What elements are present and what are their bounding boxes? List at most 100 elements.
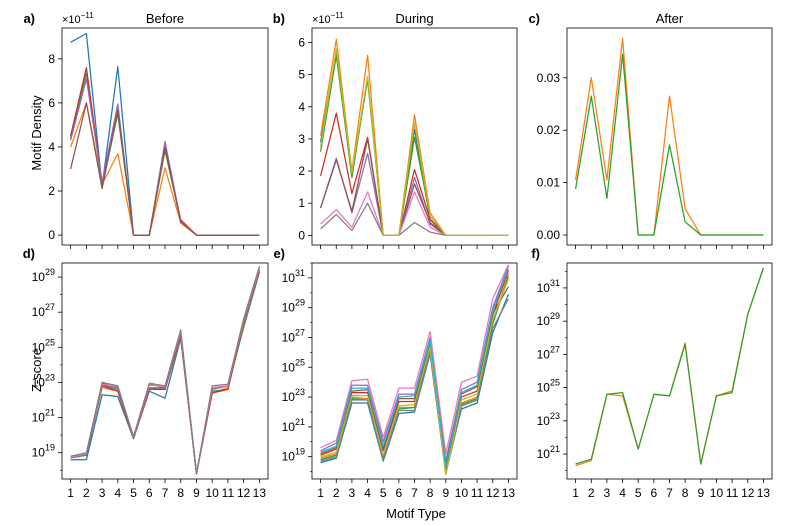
y-axis-title-top: Motif Density — [29, 95, 44, 171]
y-tick-label: 1021 — [537, 444, 560, 461]
x-tick-label: 5 — [130, 486, 137, 500]
x-tick-label: 13 — [502, 486, 516, 500]
x-tick-label: 8 — [177, 486, 184, 500]
series-line-9 — [320, 279, 509, 476]
y-tick-label: 1029 — [537, 311, 560, 328]
y-tick-label: 2 — [298, 164, 305, 178]
x-axis-title: Motif Type — [386, 506, 446, 521]
x-tick-label: 1 — [572, 486, 579, 500]
series-line-8 — [70, 266, 260, 475]
x-tick-label: 4 — [114, 486, 121, 500]
series-group — [69, 32, 260, 236]
x-tick-label: 2 — [588, 486, 595, 500]
x-tick-label: 3 — [349, 486, 356, 500]
series-group — [70, 266, 261, 475]
y-tick-label: 1 — [298, 196, 305, 210]
series-line-1 — [320, 294, 509, 474]
panel-letter: e) — [273, 246, 285, 261]
x-tick-label: 7 — [666, 486, 673, 500]
y-tick-label: 1029 — [32, 267, 55, 284]
x-tick-label: 12 — [741, 486, 755, 500]
panel-title: After — [656, 11, 684, 26]
x-tick-label: 13 — [757, 486, 771, 500]
y-tick-label: 1019 — [282, 447, 305, 464]
y-tick-label: 4 — [298, 100, 305, 114]
y-tick-label: 1021 — [32, 408, 55, 425]
y-tick-label: 1027 — [537, 344, 560, 361]
y-tick-label: 0 — [48, 228, 55, 242]
panel-2: 0 1 2 3 4 5 6 b) During ×10−11 — [273, 11, 518, 249]
y-tick-label: 4 — [48, 140, 55, 154]
x-tick-label: 2 — [333, 486, 340, 500]
y-axis-title-bottom: Z-score — [29, 348, 44, 392]
x-tick-label: 7 — [411, 486, 418, 500]
panel-letter: f) — [531, 246, 540, 261]
y-tick-label: 2 — [48, 184, 55, 198]
x-tick-label: 6 — [396, 486, 403, 500]
x-tick-label: 5 — [635, 486, 642, 500]
x-tick-label: 5 — [380, 486, 387, 500]
y-tick-label: 0 — [298, 228, 305, 242]
series-group — [320, 264, 509, 476]
x-tick-label: 10 — [710, 486, 724, 500]
panel-3: 0.00 0.01 0.02 0.03 c) After — [528, 11, 773, 249]
y-tick-label: 1027 — [282, 327, 305, 344]
y-tick-label: 1023 — [32, 372, 55, 389]
y-tick-label: 6 — [298, 35, 305, 49]
x-tick-label: 1 — [317, 486, 324, 500]
x-tick-label: 9 — [697, 486, 704, 500]
series-line-10 — [320, 268, 509, 468]
series-group — [575, 267, 764, 467]
y-tick-label: 0.03 — [537, 71, 561, 85]
x-tick-label: 11 — [222, 486, 235, 500]
series-group — [574, 37, 764, 236]
y-tick-label: 3 — [298, 132, 305, 146]
x-tick-label: 8 — [682, 486, 689, 500]
series-line-6 — [69, 102, 260, 236]
panel-letter: d) — [23, 246, 35, 261]
x-tick-label: 6 — [146, 486, 153, 500]
x-tick-label: 10 — [205, 486, 219, 500]
y-tick-label: 1019 — [32, 443, 55, 460]
x-tick-label: 13 — [253, 486, 267, 500]
x-tick-label: 4 — [619, 486, 626, 500]
panel-letter: b) — [273, 11, 285, 26]
y-tick-label: 1023 — [282, 387, 305, 404]
y-tick-label: 8 — [48, 52, 55, 66]
x-tick-label: 6 — [651, 486, 658, 500]
panel-letter: a) — [23, 11, 35, 26]
y-tick-label: 1025 — [282, 357, 305, 374]
x-tick-label: 2 — [83, 486, 90, 500]
panel-4: 1 2 3 4 5 6 7 8 9 10 11 12 1310191021102310251027102… — [23, 246, 269, 500]
y-tick-label: 0.01 — [537, 176, 561, 190]
y-tick-label: 0.02 — [537, 123, 561, 137]
panel-6: 1 2 3 4 5 6 7 8 9 10 11 12 1310211023102510271029103… — [531, 246, 773, 500]
y-tick-label: 6 — [48, 96, 55, 110]
series-line-2 — [575, 267, 764, 465]
y-tick-label: 1031 — [537, 278, 560, 295]
x-tick-label: 12 — [237, 486, 251, 500]
y-tick-label: 1023 — [537, 411, 560, 428]
y-tick-label: 1029 — [282, 298, 305, 315]
series-line-6 — [320, 286, 509, 465]
panel-title: Before — [146, 11, 184, 26]
x-tick-label: 9 — [193, 486, 200, 500]
y-tick-label: 1031 — [282, 268, 305, 285]
x-tick-label: 11 — [471, 486, 484, 500]
series-line-8 — [320, 298, 509, 476]
series-line-2 — [574, 53, 764, 236]
x-tick-label: 11 — [726, 486, 739, 500]
panel-letter: c) — [528, 11, 540, 26]
panel-title: During — [395, 11, 433, 26]
offset-text: ×10−11 — [62, 11, 94, 26]
x-tick-label: 8 — [427, 486, 434, 500]
offset-text: ×10−11 — [312, 11, 344, 26]
x-tick-label: 4 — [364, 486, 371, 500]
series-line-9 — [319, 48, 509, 237]
x-tick-label: 12 — [486, 486, 500, 500]
y-tick-label: 5 — [298, 68, 305, 82]
y-tick-label: 1027 — [32, 302, 55, 319]
y-tick-label: 1021 — [282, 417, 305, 434]
